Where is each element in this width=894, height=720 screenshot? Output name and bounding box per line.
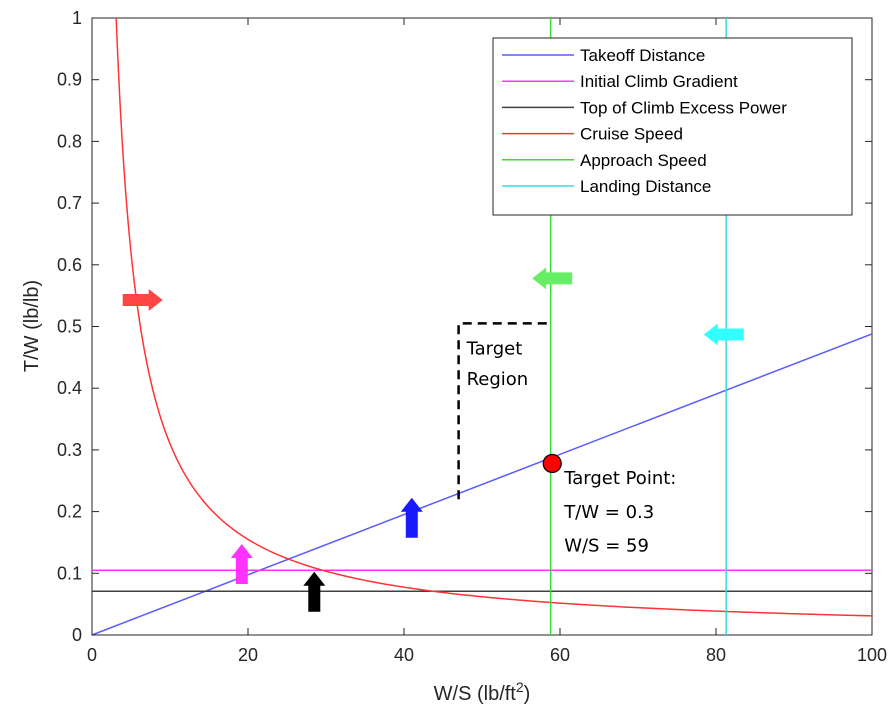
x-axis-label-main: W/S (lb/ft xyxy=(434,683,517,705)
legend-entry: Approach Speed xyxy=(580,151,707,170)
series-line-cruise-speed xyxy=(115,17,873,617)
target-region-label-line1: Target xyxy=(466,338,523,359)
x-tick-label: 40 xyxy=(394,645,414,665)
legend-entry: Landing Distance xyxy=(580,177,711,196)
target-point-label-line1: Target Point: xyxy=(563,468,676,489)
direction-arrow-left xyxy=(703,323,744,346)
direction-arrow-right xyxy=(122,289,163,311)
direction-arrow-up xyxy=(230,544,253,584)
direction-arrow-up xyxy=(303,571,326,612)
target-point-label-line2: T/W = 0.3 xyxy=(563,502,654,523)
x-tick-label: 0 xyxy=(87,645,97,665)
y-tick-label: 0.4 xyxy=(57,378,82,398)
y-tick-label: 0.2 xyxy=(57,502,82,522)
x-axis-label: W/S (lb/ft2) xyxy=(434,679,531,705)
x-tick-label: 100 xyxy=(857,645,887,665)
annotation-layer: Target Region Target Point: T/W = 0.3 W/S = … xyxy=(457,322,676,557)
y-tick-label: 0.1 xyxy=(57,563,82,583)
x-axis-label-end: ) xyxy=(524,683,531,705)
y-tick-label: 0.5 xyxy=(57,317,82,337)
legend-entry: Top of Climb Excess Power xyxy=(580,98,787,117)
legend-entry: Cruise Speed xyxy=(580,125,683,144)
y-tick-label: 1 xyxy=(72,8,82,28)
y-tick-label: 0 xyxy=(72,625,82,645)
y-tick-label: 0.8 xyxy=(57,131,82,151)
target-point-marker xyxy=(542,453,562,474)
direction-arrow-left xyxy=(532,267,573,290)
legend-entry: Initial Climb Gradient xyxy=(580,72,738,91)
arrow-layer xyxy=(122,267,744,612)
x-tick-label: 20 xyxy=(238,645,258,665)
x-tick-label: 60 xyxy=(550,645,570,665)
x-tick-label: 80 xyxy=(706,645,726,665)
y-axis-label: T/W (lb/lb) xyxy=(21,280,43,372)
legend-entry: Takeoff Distance xyxy=(580,46,705,65)
y-tick-label: 0.6 xyxy=(57,255,82,275)
y-tick-label: 0.9 xyxy=(57,70,82,90)
legend: Takeoff Distance Initial Climb Gradient To… xyxy=(492,37,853,216)
tick-layer: 0 20 40 60 80 100 0 0.1 0.2 0.3 0.4 0.5 0.6 0.7 0.8 0.9… xyxy=(57,8,887,665)
direction-arrow-up xyxy=(400,497,423,538)
x-axis-label-sup: 2 xyxy=(516,679,524,695)
series-line-takeoff-distance xyxy=(91,333,873,636)
target-region-label-line2: Region xyxy=(467,369,529,390)
y-tick-label: 0.3 xyxy=(57,440,82,460)
target-point-label-line3: W/S = 59 xyxy=(564,536,649,557)
y-tick-label: 0.7 xyxy=(57,193,82,213)
